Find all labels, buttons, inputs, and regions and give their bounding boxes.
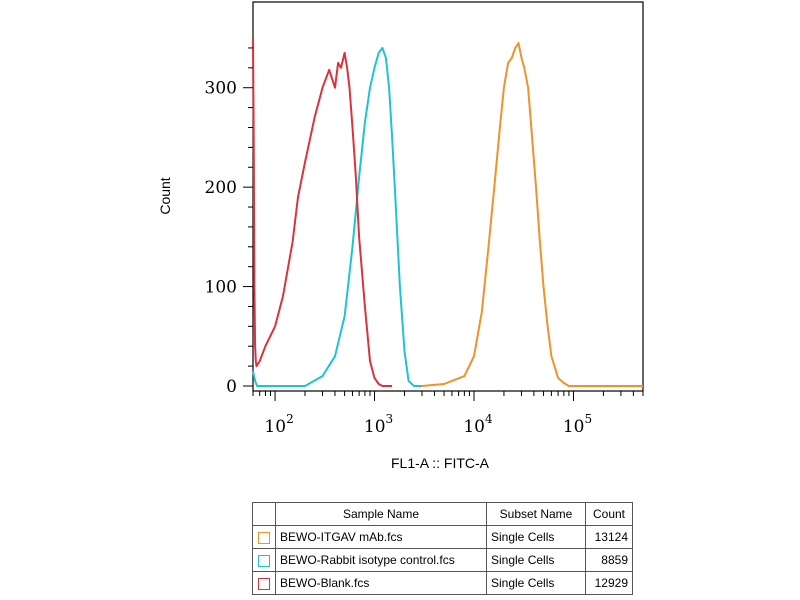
legend-count: 8859 [585, 548, 633, 572]
x-tick-label: 103 [364, 412, 393, 437]
x-tick-label: 104 [463, 412, 493, 437]
legend-swatch [258, 554, 270, 567]
legend-swatch-cell [252, 571, 276, 595]
y-tick-label: 200 [205, 178, 237, 198]
x-axis-title: FL1-A :: FITC-A [391, 455, 490, 471]
legend-sample-name: BEWO-Rabbit isotype control.fcs [275, 548, 487, 572]
x-tick-label: 105 [563, 412, 592, 437]
y-tick-label: 300 [205, 79, 237, 99]
legend-header-swatch [252, 502, 276, 526]
legend-subset-name: Single Cells [486, 525, 586, 549]
series-curves [252, 37, 643, 387]
legend-header-row: Sample Name Subset Name Count [252, 502, 633, 526]
sample-legend-table: Sample Name Subset Name Count BEWO-ITGAV… [252, 502, 633, 595]
legend-swatch-cell [252, 548, 276, 572]
legend-header-subset: Subset Name [486, 502, 586, 526]
x-axis: 102 103 104 105 [252, 391, 644, 437]
series-line-1 [421, 42, 643, 387]
legend-header-sample: Sample Name [275, 502, 487, 526]
series-line-3 [252, 37, 393, 387]
histogram-chart: 0 100 200 300 102 103 104 105 Count FL1-A :: F… [157, 1, 644, 471]
y-axis-title: Count [157, 177, 173, 214]
x-tick-label: 102 [264, 412, 293, 437]
legend-header-count: Count [585, 502, 633, 526]
legend-sample-name: BEWO-ITGAV mAb.fcs [275, 525, 487, 549]
plot-frame [252, 1, 644, 392]
legend-count: 12929 [585, 571, 633, 595]
legend-swatch-cell [252, 525, 276, 549]
legend-count: 13124 [585, 525, 633, 549]
legend-swatch [258, 531, 270, 544]
legend-sample-name: BEWO-Blank.fcs [275, 571, 487, 595]
series-line-2 [252, 46, 422, 387]
legend-subset-name: Single Cells [486, 548, 586, 572]
y-axis: 0 100 200 300 [205, 47, 253, 397]
y-tick-label: 0 [226, 377, 237, 397]
legend-row: BEWO-ITGAV mAb.fcs Single Cells 13124 [252, 525, 633, 549]
legend-row: BEWO-Blank.fcs Single Cells 12929 [252, 571, 633, 595]
y-tick-label: 100 [205, 278, 237, 298]
legend-row: BEWO-Rabbit isotype control.fcs Single Ce… [252, 548, 633, 572]
legend-subset-name: Single Cells [486, 571, 586, 595]
legend-swatch [258, 577, 270, 590]
